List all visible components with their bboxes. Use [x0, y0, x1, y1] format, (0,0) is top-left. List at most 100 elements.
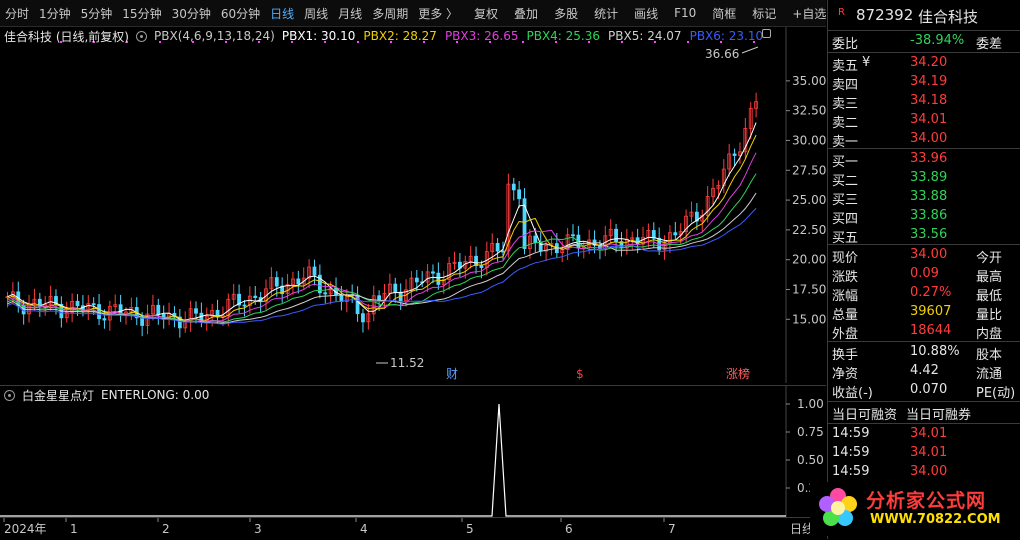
period-tab-9[interactable]: 多周期	[372, 6, 409, 21]
stat-label: 涨幅	[832, 289, 859, 304]
period-tab-4[interactable]: 30分钟	[171, 6, 211, 21]
sell-price: 34.20	[910, 55, 948, 70]
pbx-value-4: PBX4: 25.36	[526, 29, 601, 43]
tool-button-0[interactable]: 复权	[474, 6, 499, 21]
fin-row: 净资 4.42 流通	[828, 362, 1020, 382]
period-tab-3[interactable]: 15分钟	[122, 6, 162, 21]
y-tick-label: 30.00	[792, 133, 826, 147]
tool-button-3[interactable]: 统计	[594, 6, 619, 21]
buy-row: 买一 33.96	[828, 150, 1020, 170]
stat-label-2: 最低	[976, 289, 1003, 304]
candle-body	[705, 195, 710, 216]
signal-dot	[720, 41, 722, 43]
sell-row: 卖一 34.00	[828, 130, 1020, 150]
sell-level-label: 卖五	[832, 59, 859, 74]
tool-button-2[interactable]: 多股	[554, 6, 579, 21]
buy-price: 33.96	[910, 151, 948, 166]
tool-button-4[interactable]: 画线	[634, 6, 659, 21]
y-tick-label: 17.50	[792, 283, 826, 297]
period-tab-8[interactable]: 月线	[338, 6, 363, 21]
tick-time: 14:59	[832, 445, 870, 460]
candle-body	[414, 277, 419, 283]
stat-value: 34.00	[910, 247, 948, 262]
candle-body	[571, 234, 575, 237]
time-label: 7	[668, 522, 676, 536]
candle-body	[177, 316, 182, 329]
wc-label: 委差	[976, 37, 1003, 52]
pbx-line-2	[7, 134, 757, 322]
signal-dot	[390, 41, 392, 43]
period-tab-2[interactable]: 5分钟	[80, 6, 113, 21]
signal-dot	[225, 41, 227, 43]
indicator-panel[interactable]: 1.000.750.500.25 白金星星点灯 ENTERLONG: 0.00	[0, 385, 826, 518]
fin-label: 净资	[832, 367, 859, 382]
indicator-settings-icon[interactable]	[136, 30, 147, 42]
period-tab-6[interactable]: 日线	[270, 6, 295, 21]
period-tab-1[interactable]: 1分钟	[39, 6, 71, 21]
pbx-line-3	[7, 152, 757, 322]
high-price-label: 36.66	[705, 47, 739, 61]
signal-dot	[291, 41, 293, 43]
signal-dot	[588, 41, 590, 43]
fin-value: 10.88%	[910, 344, 960, 359]
stock-header[interactable]: R 872392 佳合科技	[828, 5, 1020, 27]
stat-row: 涨幅 0.27% 最低	[828, 284, 1020, 304]
signal-dot	[423, 41, 425, 43]
margin-short-label: 当日可融券	[906, 408, 972, 423]
margin-header: 当日可融资 当日可融券	[828, 403, 1020, 423]
stock-name: 佳合科技	[918, 8, 979, 26]
candle-body	[452, 261, 457, 264]
tick-price: 34.01	[910, 426, 948, 441]
candle-body	[662, 242, 667, 251]
stat-row: 总量 39607 量比	[828, 303, 1020, 323]
period-tab-0[interactable]: 分时	[5, 6, 30, 21]
period-tab-5[interactable]: 60分钟	[220, 6, 261, 21]
candle-body	[441, 279, 446, 285]
kline-chart[interactable]: 35.00 32.50 30.00 27.50 25.00 22.50 20.00 17.50…	[0, 27, 826, 383]
wb-label: 委比	[832, 37, 859, 52]
tool-button-6[interactable]: 简框	[712, 6, 737, 21]
period-tab-10[interactable]: 更多 〉	[418, 6, 459, 21]
time-axis-labels: 2024年 1 2 3 4 5 6 7 日线	[3, 518, 814, 536]
time-label: 2024年	[4, 522, 47, 536]
buy-row: 买三 33.88	[828, 188, 1020, 208]
candle-body	[748, 107, 753, 129]
logo-url: WWW.70822.COM	[870, 512, 1001, 527]
indicator-values: PBX1: 30.10 PBX2: 28.27 PBX3: 26.65 PBX4: 2…	[282, 29, 763, 43]
candle-body	[495, 243, 500, 252]
indicator-settings-icon[interactable]	[4, 389, 15, 401]
candle-body	[215, 309, 220, 318]
stat-value: 0.27%	[910, 285, 952, 300]
pbx-line-1	[7, 122, 757, 321]
time-label: 4	[360, 522, 368, 536]
stat-label: 外盘	[832, 327, 859, 342]
candle-body	[237, 293, 241, 306]
candle-body	[565, 234, 570, 251]
event-marker-2[interactable]: 涨榜	[726, 366, 750, 381]
y-tick-label: 20.00	[792, 253, 826, 267]
candle-body	[468, 255, 473, 262]
sell-row: 卖五 34.20 ¥	[828, 54, 1020, 74]
indicator-chart: 1.000.750.500.25	[0, 386, 824, 518]
sell-level-label: 卖四	[832, 78, 859, 93]
tool-button-7[interactable]: 标记	[752, 6, 777, 21]
tool-button-5[interactable]: F10	[674, 6, 697, 20]
candle-body	[323, 292, 328, 295]
pbx-line-4	[7, 173, 757, 323]
indicator-name: PBX(4,6,9,13,18,24)	[154, 29, 275, 43]
candle-body	[307, 266, 312, 279]
sell-price: 34.18	[910, 93, 948, 108]
candle-body	[447, 263, 452, 280]
ind-tick-label: 1.00	[797, 397, 824, 411]
event-marker-1[interactable]: $	[576, 367, 584, 381]
period-tab-7[interactable]: 周线	[304, 6, 329, 21]
maximize-panel-icon[interactable]	[762, 29, 771, 38]
event-marker-0[interactable]: 财	[446, 367, 458, 381]
main-chart-title: 佳合科技 (日线,前复权)	[4, 29, 129, 44]
time-label: 2	[162, 522, 170, 536]
main-kline-panel[interactable]: 35.00 32.50 30.00 27.50 25.00 22.50 20.00 17.50…	[0, 27, 826, 383]
tool-button-1[interactable]: 叠加	[514, 6, 539, 21]
sell-level-label: 卖一	[832, 135, 859, 150]
candle-body	[156, 304, 161, 315]
tool-button-8[interactable]: +自选	[792, 6, 826, 21]
